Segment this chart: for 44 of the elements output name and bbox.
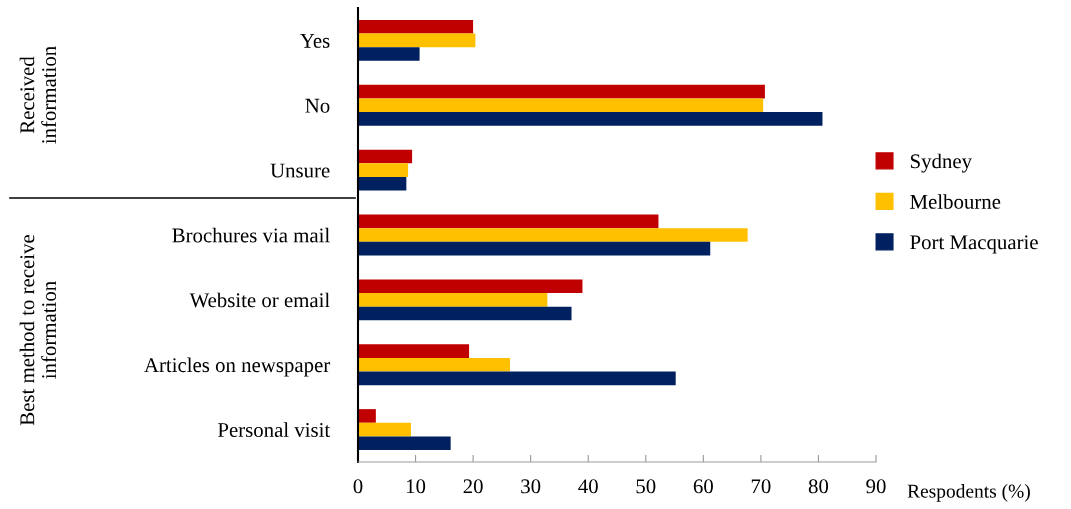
bar	[358, 436, 451, 450]
text: Received information	[19, 46, 57, 144]
bar	[358, 47, 420, 61]
text: Best method to receive information	[19, 234, 57, 426]
bar	[358, 371, 676, 386]
bar	[358, 422, 411, 437]
bar	[358, 344, 470, 358]
x-tick-label: 30	[521, 479, 541, 494]
y-tick-label: Articles on newspaper	[144, 357, 331, 377]
bar	[358, 214, 659, 229]
bar	[358, 293, 548, 307]
legend-label: Sydney	[910, 153, 972, 173]
bar	[358, 20, 474, 34]
x-tick-label: 0	[353, 479, 363, 494]
x-tick-label: 50	[636, 479, 656, 494]
x-tick-label: 10	[406, 479, 426, 494]
bar	[358, 163, 409, 177]
y-tick-label: Unsure	[270, 163, 330, 178]
bar	[358, 279, 583, 294]
x-tick-label: 80	[808, 479, 829, 494]
y-tick-label: Brochures via mail	[172, 227, 330, 243]
y-tick-label: Website or email	[189, 292, 330, 308]
y-tick-label: Yes	[300, 34, 330, 48]
x-tick-label: 90	[866, 479, 886, 494]
bar	[358, 241, 711, 256]
x-tick-label: 60	[693, 479, 713, 494]
bar	[358, 149, 413, 164]
legend-label: Melbourne	[910, 194, 1001, 209]
bar	[358, 98, 764, 113]
x-axis-title: Respodents (%)	[907, 484, 1030, 502]
legend-label: Port Macquarie	[910, 235, 1038, 254]
y-tick-label: Personal visit	[217, 422, 331, 437]
y-tick-label: No	[305, 98, 330, 113]
bar	[358, 409, 376, 423]
x-tick-label: 20	[463, 479, 483, 494]
x-tick-label: 40	[578, 479, 598, 494]
bar	[358, 33, 476, 48]
bar	[358, 84, 765, 99]
x-tick-label: 70	[751, 479, 771, 494]
bar	[358, 228, 748, 242]
bar	[358, 306, 572, 321]
bar	[358, 176, 407, 191]
bar	[358, 112, 823, 126]
bar	[358, 357, 510, 372]
